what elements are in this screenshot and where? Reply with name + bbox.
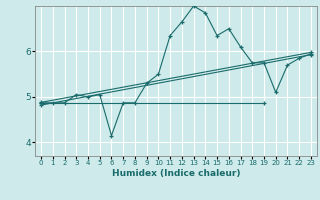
X-axis label: Humidex (Indice chaleur): Humidex (Indice chaleur) xyxy=(112,169,240,178)
